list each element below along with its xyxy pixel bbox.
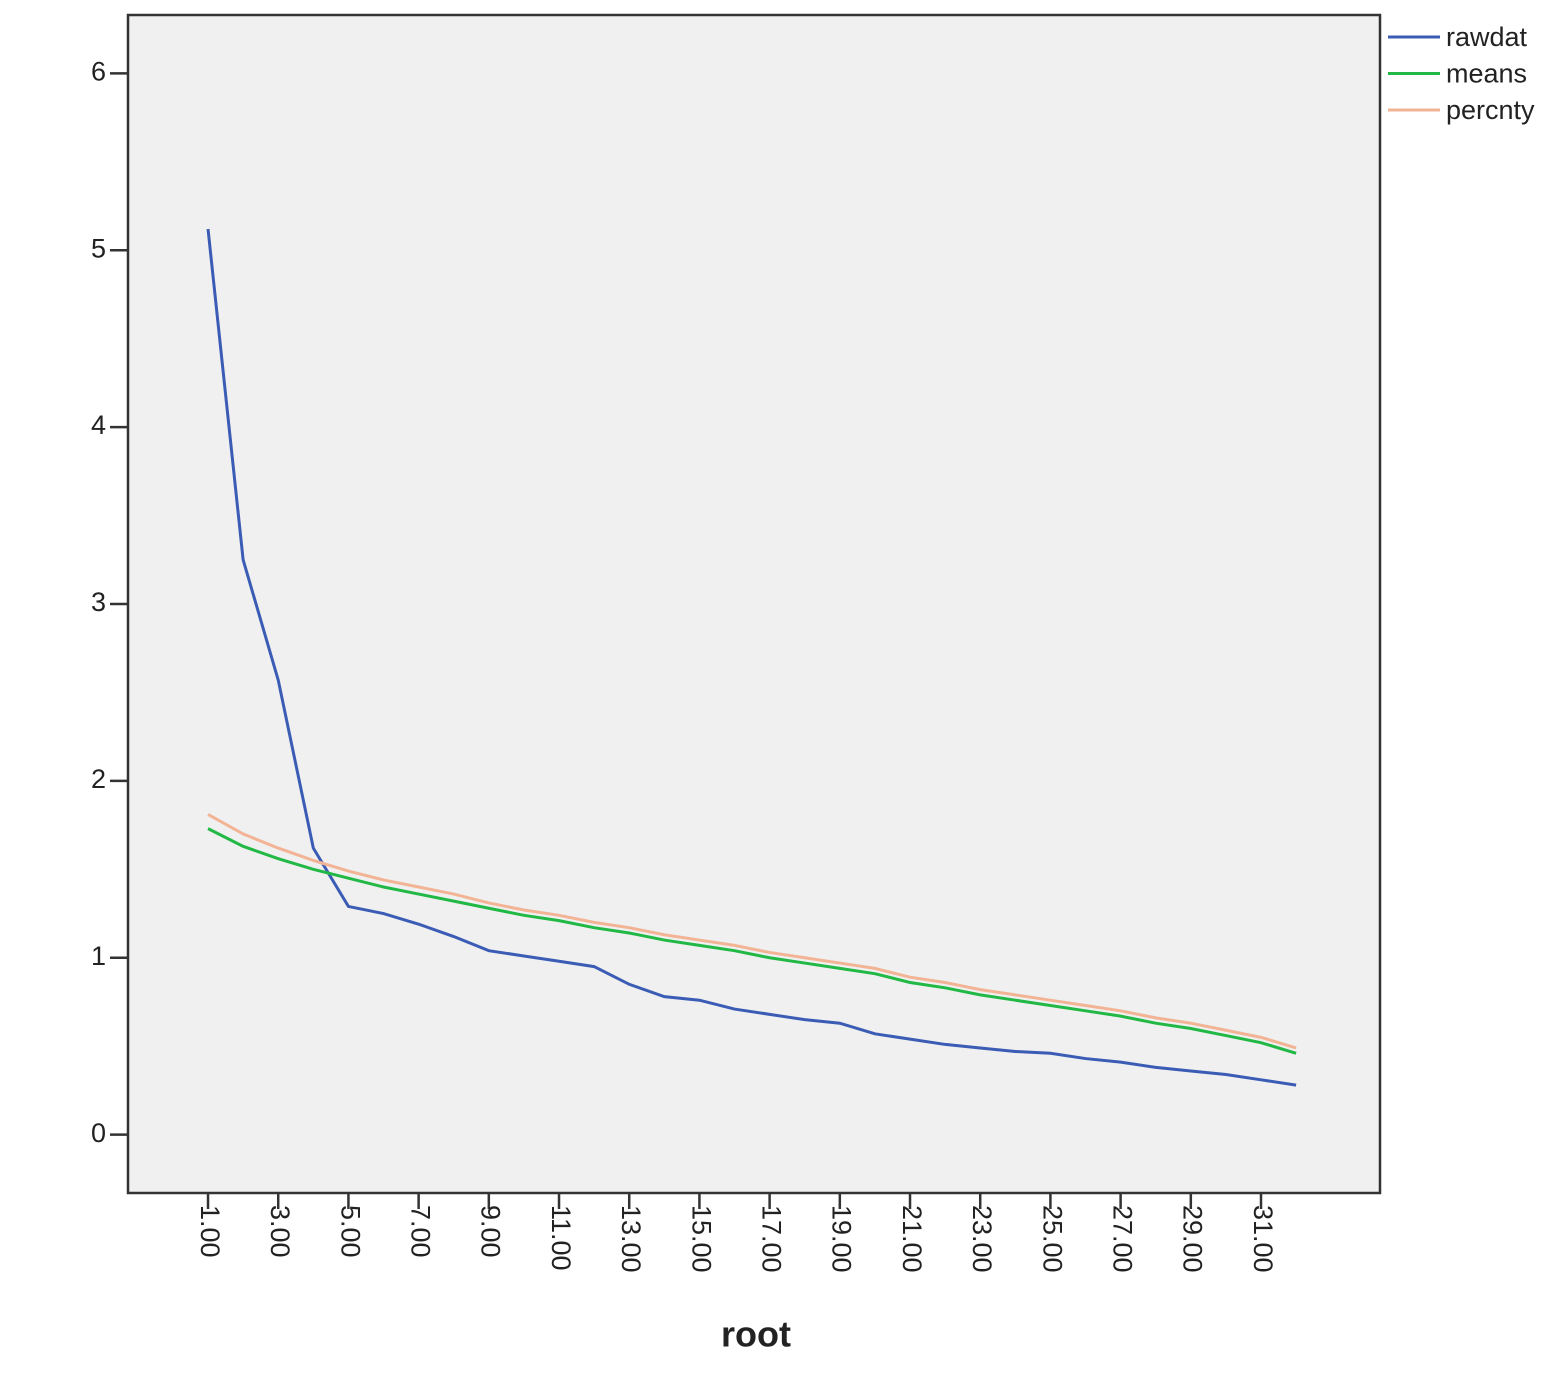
x-tick-label: 19.00 [827,1205,857,1273]
plot-area [126,13,1382,1195]
y-tick-label: 2 [91,764,106,794]
data-line [207,827,1297,1055]
x-tick-label: 1.00 [195,1205,225,1258]
y-tick-label: 6 [91,56,106,86]
legend-label: percnty [1446,95,1535,125]
legend-label: means [1446,59,1527,89]
data-line [207,813,1297,1050]
x-tick-label: 15.00 [686,1205,716,1273]
x-tick-label: 13.00 [616,1205,646,1273]
x-tick-label: 21.00 [897,1205,927,1273]
x-tick-label: 11.00 [546,1205,576,1271]
y-tick-label: 0 [91,1118,106,1148]
x-tick-label: 7.00 [405,1205,435,1258]
x-tick-label: 17.00 [756,1205,786,1273]
y-tick-label: 4 [91,410,106,440]
x-tick-label: 3.00 [265,1205,295,1258]
y-tick-label: 1 [91,941,106,971]
x-axis-title: root [721,1314,791,1355]
x-tick-label: 31.00 [1248,1205,1278,1273]
legend-label: rawdat [1446,22,1528,52]
data-line [206,228,1297,1087]
x-tick-label: 9.00 [476,1205,506,1258]
x-tick-label: 23.00 [967,1205,997,1273]
x-tick-label: 29.00 [1178,1205,1208,1273]
x-tick-label: 25.00 [1037,1205,1067,1273]
y-tick-label: 3 [91,587,106,617]
x-tick-label: 27.00 [1107,1205,1137,1273]
x-tick-label: 5.00 [335,1205,365,1258]
y-tick-label: 5 [91,233,106,263]
